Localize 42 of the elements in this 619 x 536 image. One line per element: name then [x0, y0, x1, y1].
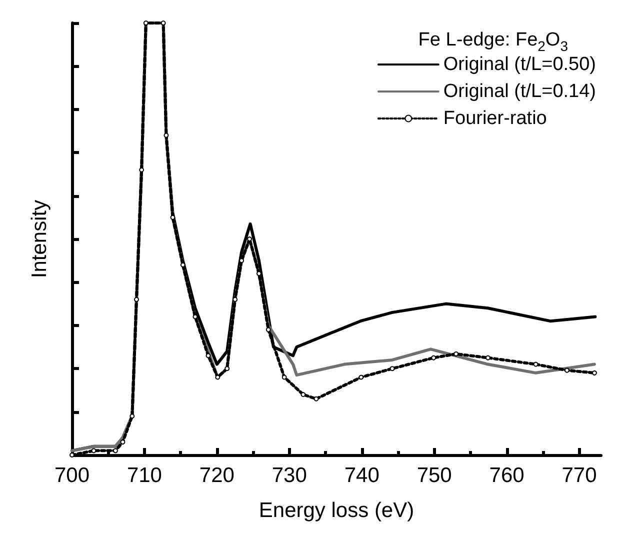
point [239, 258, 244, 264]
x-tick-label: 730 [272, 464, 307, 487]
point [134, 296, 139, 302]
point [592, 370, 597, 376]
point [206, 353, 211, 358]
point [91, 448, 96, 454]
point [431, 355, 436, 360]
legend-label: Fourier-ratio [443, 108, 547, 129]
x-tick-label: 720 [199, 464, 234, 487]
y-axis-title: Intensity [28, 199, 51, 278]
x-tick-label: 740 [344, 464, 380, 487]
point [143, 20, 148, 26]
x-axis-title: Energy loss (eV) [258, 499, 414, 522]
point [390, 366, 395, 372]
legend-label: Original (t/L=0.14) [443, 81, 596, 102]
point [485, 355, 490, 360]
point [314, 396, 319, 402]
point [139, 167, 144, 172]
point [266, 327, 271, 332]
point [120, 440, 126, 445]
point [180, 262, 186, 268]
point [256, 271, 262, 276]
point [130, 414, 135, 419]
point [160, 20, 166, 26]
x-tick-label: 750 [416, 464, 452, 487]
point [533, 362, 538, 367]
x-tick-label: 700 [54, 464, 90, 487]
point [247, 236, 252, 242]
point [300, 392, 306, 398]
point [282, 374, 287, 380]
x-tick-label: 760 [489, 464, 524, 487]
point [224, 366, 230, 372]
point [358, 374, 364, 380]
point [112, 448, 118, 454]
point [192, 314, 198, 320]
point [215, 374, 220, 380]
legend-label: Original (t/L=0.50) [443, 54, 596, 75]
point [164, 132, 169, 138]
point [454, 351, 459, 356]
x-tick-label: 710 [126, 464, 162, 487]
x-tick-label: 770 [562, 464, 597, 487]
point [564, 368, 570, 373]
